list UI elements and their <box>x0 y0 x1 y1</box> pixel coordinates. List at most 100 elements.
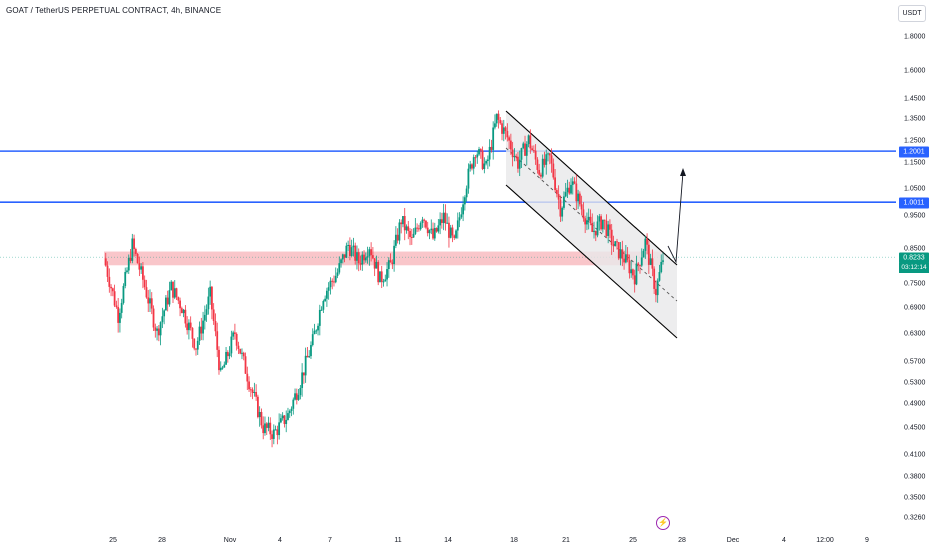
candle-body <box>412 233 415 238</box>
candle-body <box>403 216 406 231</box>
price-axis[interactable]: 1.8000 1.6000 1.4500 1.3500 1.2500 1.1500 1.05… <box>896 0 932 530</box>
candle-body <box>242 352 245 357</box>
candle-body <box>232 332 235 337</box>
candle-body <box>363 254 365 261</box>
time-tick: 9 <box>865 537 869 544</box>
candle-body <box>414 227 417 234</box>
candle-body <box>331 280 334 282</box>
currency-selector[interactable]: USDT <box>898 5 926 22</box>
candle-body <box>495 113 498 124</box>
candle-body <box>271 434 273 439</box>
candle-body <box>239 348 242 354</box>
candle-body <box>518 159 521 169</box>
candle-body <box>591 222 594 232</box>
candle-body <box>601 219 604 230</box>
candle-body <box>221 367 224 369</box>
candle-body <box>485 161 488 164</box>
candle-body <box>237 345 240 349</box>
candle-body <box>644 238 647 251</box>
candle-body <box>154 327 157 331</box>
candle-body <box>630 269 633 274</box>
candle-body <box>446 222 449 224</box>
candle-body <box>612 244 615 247</box>
plot-svg <box>0 110 896 448</box>
candle-body <box>563 196 565 208</box>
candle-body <box>589 216 592 223</box>
candle-body <box>329 280 332 288</box>
candle-body <box>653 268 656 289</box>
candle-body <box>379 271 381 283</box>
candle-body <box>377 261 380 283</box>
candle-body <box>586 220 588 225</box>
candle-body <box>458 217 461 221</box>
candle-body <box>387 260 390 270</box>
price-tick: 1.8000 <box>904 33 926 41</box>
candle-body <box>568 187 571 194</box>
candle-body <box>617 242 620 259</box>
candle-body <box>269 422 272 435</box>
time-tick: 12:00 <box>816 537 834 544</box>
time-axis[interactable]: 25 28 Nov 4 7 11 14 18 21 25 28 Dec 4 12:00 9 <box>0 530 896 550</box>
candle-body <box>504 127 507 131</box>
candle-body <box>534 150 537 160</box>
candle-body <box>492 127 495 150</box>
candle-body <box>499 119 502 124</box>
price-tick: 0.6900 <box>904 304 926 312</box>
candle-body <box>550 155 553 164</box>
candle-body <box>343 254 346 258</box>
candle-body <box>218 349 220 371</box>
candle-body <box>184 309 187 324</box>
candle-body <box>142 266 144 280</box>
price-tick: 0.7500 <box>904 280 926 288</box>
price-tick: 0.3800 <box>904 473 926 481</box>
candle-body <box>133 238 135 249</box>
candle-body <box>488 146 491 160</box>
candle-body <box>265 423 268 428</box>
candle-body <box>660 261 663 272</box>
price-tick: 0.5700 <box>904 358 926 366</box>
candle-body <box>600 216 602 230</box>
candle-body <box>191 327 194 339</box>
candle-body <box>322 301 325 310</box>
candle-body <box>111 288 114 292</box>
candle-body <box>384 279 387 282</box>
candle-body <box>520 148 523 160</box>
lightning-icon[interactable]: ⚡ <box>656 516 670 530</box>
candle-body <box>149 298 151 304</box>
candle-body <box>375 261 378 269</box>
candle-body <box>299 387 302 396</box>
candle-body <box>545 154 548 165</box>
time-tick: 25 <box>629 537 637 544</box>
candle-body <box>225 352 227 365</box>
candle-body <box>616 241 618 243</box>
candle-body <box>359 263 362 265</box>
candle-body <box>626 254 629 261</box>
candle-body <box>490 146 493 150</box>
candle-body <box>311 334 314 346</box>
time-tick: 14 <box>444 537 452 544</box>
candle-body <box>214 321 217 332</box>
candle-body <box>279 418 282 423</box>
candle-body <box>536 159 539 170</box>
candle-body <box>417 228 420 230</box>
candle-body <box>327 287 330 291</box>
candle-body <box>193 338 196 349</box>
candle-body <box>230 336 233 354</box>
candle-body <box>463 197 466 205</box>
candle-body <box>386 269 388 280</box>
candle-body <box>350 247 353 257</box>
candle-body <box>290 408 293 411</box>
candle-body <box>564 192 567 197</box>
candle-body <box>150 298 153 309</box>
candle-body <box>294 393 296 400</box>
candle-body <box>455 230 457 238</box>
candle-body <box>467 168 470 189</box>
candle-body <box>219 367 222 371</box>
candle-body <box>460 214 463 218</box>
candle-body <box>281 415 284 419</box>
candle-body <box>209 286 212 297</box>
candle-body <box>425 220 427 228</box>
candle-body <box>639 265 641 267</box>
candle-body <box>370 249 373 256</box>
